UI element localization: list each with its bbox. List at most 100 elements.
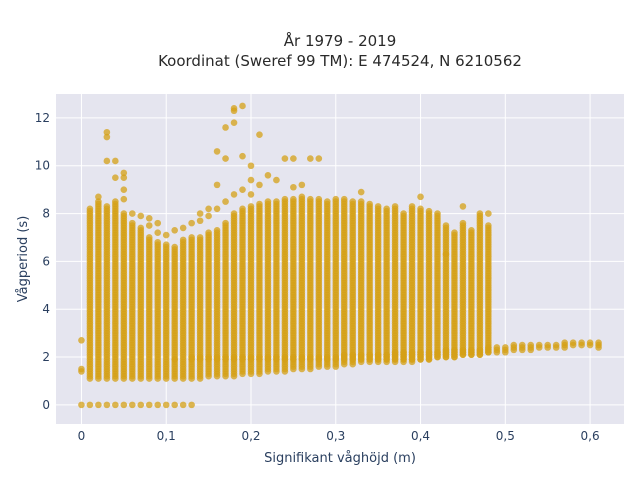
data-point — [476, 346, 484, 354]
data-point — [205, 353, 212, 361]
data-point — [239, 205, 246, 213]
data-point — [129, 401, 136, 409]
data-point — [171, 401, 178, 409]
data-point — [154, 219, 162, 227]
data-point — [425, 348, 433, 356]
y-tick-label: 6 — [42, 254, 50, 268]
data-point — [459, 346, 467, 354]
data-point — [357, 198, 365, 205]
data-point — [476, 210, 484, 217]
data-point — [256, 131, 263, 138]
data-point — [230, 191, 238, 198]
chart-title-line2: Koordinat (Sweref 99 TM): E 474524, N 62… — [158, 52, 522, 70]
data-point — [281, 195, 289, 203]
data-point — [230, 210, 238, 217]
data-point — [298, 181, 306, 189]
y-axis-ticks: 0 2 4 6 8 10 12 — [35, 111, 50, 412]
y-tick-label: 0 — [42, 398, 50, 412]
data-point — [408, 348, 416, 356]
data-point — [391, 203, 399, 210]
data-point — [323, 198, 331, 205]
y-tick-label: 10 — [35, 159, 50, 173]
data-point — [239, 186, 246, 193]
data-point — [103, 133, 111, 141]
data-point — [247, 353, 255, 361]
data-point — [213, 205, 221, 213]
data-point — [222, 353, 229, 361]
data-point — [561, 339, 568, 347]
data-point — [230, 353, 238, 361]
data-point — [154, 401, 162, 409]
data-point — [425, 207, 433, 215]
data-point — [383, 351, 390, 358]
data-point — [417, 205, 424, 213]
data-point — [222, 198, 229, 205]
x-tick-label: 0 — [78, 429, 86, 443]
data-point — [196, 353, 204, 361]
data-point — [408, 203, 416, 210]
data-point — [264, 172, 272, 179]
data-point — [137, 401, 145, 409]
data-point — [213, 148, 221, 155]
data-point — [247, 191, 255, 198]
data-point — [171, 243, 178, 251]
data-point — [307, 155, 314, 162]
data-point — [120, 174, 128, 181]
data-point — [290, 195, 297, 203]
data-point — [298, 193, 306, 201]
data-point — [112, 198, 119, 205]
data-point — [273, 198, 280, 205]
x-tick-label: 0,1 — [157, 429, 176, 443]
data-point — [205, 229, 212, 236]
y-tick-label: 12 — [35, 111, 50, 125]
data-point — [145, 401, 153, 409]
data-point — [459, 219, 467, 227]
data-point — [78, 337, 85, 344]
x-tick-label: 0,6 — [581, 429, 600, 443]
x-axis-ticks: 0 0,1 0,2 0,3 0,4 0,5 0,6 — [78, 429, 600, 443]
data-point — [391, 348, 399, 356]
data-point — [264, 198, 272, 205]
data-point — [442, 346, 450, 354]
data-point — [129, 219, 136, 227]
data-point — [357, 188, 365, 196]
data-point — [188, 353, 195, 361]
data-point — [442, 222, 450, 229]
data-point — [222, 219, 229, 227]
data-point — [129, 210, 136, 217]
chart-title-line1: År 1979 - 2019 — [284, 31, 397, 50]
data-point — [383, 205, 390, 213]
data-point — [95, 401, 102, 409]
data-point — [400, 210, 407, 217]
data-point — [120, 169, 128, 177]
data-point — [239, 152, 246, 160]
data-point — [595, 339, 602, 347]
data-point — [137, 224, 145, 232]
data-point — [154, 229, 162, 236]
data-point — [230, 105, 238, 112]
data-point — [451, 229, 458, 236]
data-point — [103, 128, 111, 136]
y-axis-label: Vågperiod (s) — [16, 216, 31, 303]
data-point — [307, 353, 314, 361]
data-point — [196, 210, 204, 217]
data-point — [273, 353, 280, 361]
data-point — [315, 353, 323, 361]
data-point — [196, 234, 204, 241]
data-point — [451, 346, 458, 354]
data-point — [281, 155, 289, 162]
data-point — [95, 198, 102, 205]
data-point — [468, 346, 475, 354]
data-point — [145, 215, 153, 222]
data-point — [247, 176, 255, 184]
data-point — [518, 341, 526, 349]
data-point — [103, 203, 111, 210]
data-point — [459, 203, 467, 210]
data-point — [120, 210, 128, 217]
data-point — [78, 365, 85, 373]
data-point — [247, 162, 255, 170]
data-point — [349, 351, 357, 358]
data-point — [493, 344, 501, 351]
data-point — [112, 401, 119, 409]
data-point — [485, 222, 492, 229]
